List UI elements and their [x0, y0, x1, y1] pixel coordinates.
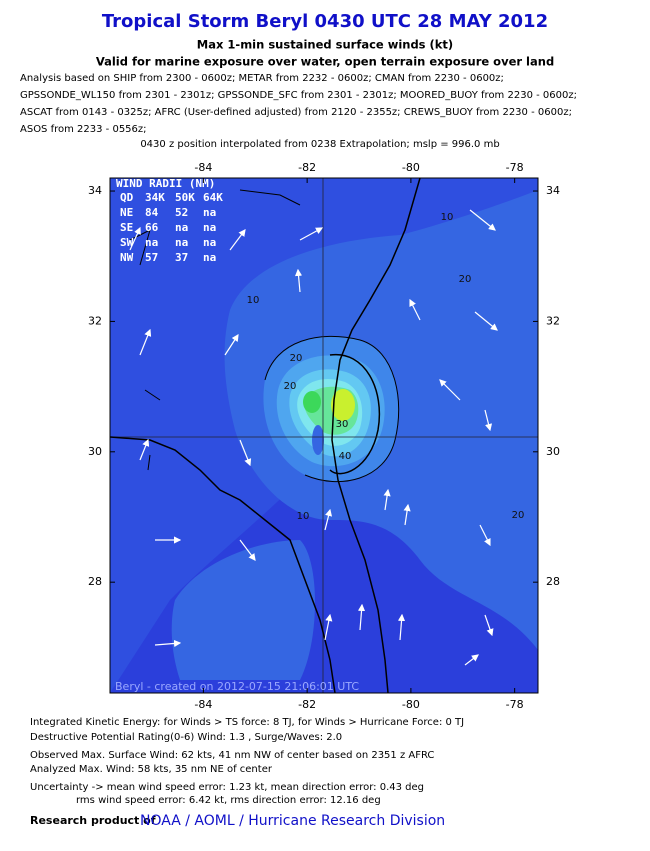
wind-radii-cell: na	[203, 236, 216, 249]
wind-radii-header: 50K	[175, 191, 195, 204]
contour-label: 20	[284, 381, 297, 392]
x-tick-label: -84	[194, 161, 212, 174]
contour-label: 20	[459, 274, 472, 285]
map-frame	[109, 177, 539, 694]
y-tick-label: 28	[546, 575, 560, 588]
wind-radii-header: QD	[120, 191, 134, 204]
wind-max	[303, 391, 321, 413]
credit: Beryl - created on 2012-07-15 21:06:01 U…	[115, 680, 359, 693]
wind-radii-cell: na	[175, 221, 188, 234]
wind-radii-cell: SE	[120, 221, 133, 234]
contour-label: 10	[441, 212, 454, 223]
analysis-text: Analysis based on SHIP from 2300 - 0600z…	[20, 73, 577, 135]
footer-line: Integrated Kinetic Energy: for Winds > T…	[30, 717, 464, 728]
title: Tropical Storm Beryl 0430 UTC 28 MAY 201…	[102, 11, 548, 32]
wind-radii-cell: na	[145, 236, 158, 249]
footer: Integrated Kinetic Energy: for Winds > T…	[30, 717, 464, 806]
wind-field	[171, 540, 315, 680]
y-tick-label: 34	[88, 184, 102, 197]
footer-line: Observed Max. Surface Wind: 62 kts, 41 n…	[30, 750, 434, 761]
y-tick-label: 32	[546, 314, 560, 327]
wind-radii-title: WIND RADII (NM)	[116, 177, 215, 190]
analysis-line: ASCAT from 0143 - 0325z; AFRC (User-defi…	[20, 107, 572, 118]
wind-radii-header: 64K	[203, 191, 223, 204]
x-tick-label: -84	[194, 698, 212, 711]
contour-label: 20	[512, 510, 525, 521]
coastline	[331, 178, 421, 693]
wind-radii-cell: NE	[120, 206, 133, 219]
x-tick-label: -82	[298, 698, 316, 711]
footer-line: Analyzed Max. Wind: 58 kts, 35 nm NE of …	[30, 764, 273, 775]
map: WIND RADII (NM)QD 34K 50K 64K NE 84 52 na SE 66 na…	[110, 177, 538, 693]
coastline	[129, 189, 301, 471]
contour-labels: 10 20 10 20 20 30 40 20 10	[247, 212, 525, 522]
contour-label: 20	[290, 353, 303, 364]
y-tick-label: 28	[88, 575, 102, 588]
research-label: Research product of	[30, 814, 156, 827]
contour-label: 30	[336, 419, 349, 430]
validity-note: Valid for marine exposure over water, op…	[96, 55, 554, 69]
wind-min	[312, 425, 324, 455]
wind-radii-cell: na	[175, 236, 188, 249]
x-tick-label: -80	[402, 698, 420, 711]
wind-radii-cell: NW	[120, 251, 134, 264]
research-link[interactable]: NOAA / AOML / Hurricane Research Divisio…	[140, 813, 445, 829]
wind-radii-cell: 37	[175, 251, 188, 264]
wind-max	[331, 389, 355, 421]
contour	[329, 353, 380, 475]
wind-radii-cell: na	[203, 251, 216, 264]
footer-line: rms wind speed error: 6.42 kt, rms direc…	[76, 795, 381, 806]
wind-radii-cell: 84	[145, 206, 159, 219]
wind-arrows	[129, 209, 498, 666]
wind-radii-cell: SW	[120, 236, 134, 249]
axes: -84 -84 -82 -82 -80 -80 -78 -78 28 28 30 30 32 32 34 34	[88, 161, 560, 711]
y-tick-label: 30	[546, 445, 560, 458]
contour-label: 40	[339, 451, 352, 462]
y-tick-label: 34	[546, 184, 560, 197]
contour-label: 10	[247, 295, 260, 306]
coastline	[110, 436, 336, 693]
y-tick-label: 32	[88, 314, 102, 327]
x-tick-label: -82	[298, 161, 316, 174]
contour-label: 10	[297, 511, 310, 522]
wind-radii-cell: na	[203, 206, 216, 219]
wind-radii-header: 34K	[145, 191, 165, 204]
analysis-line: ASOS from 2233 - 0556z;	[20, 124, 147, 135]
contour	[264, 335, 400, 482]
analysis-line: GPSSONDE_WL150 from 2301 - 2301z; GPSSON…	[20, 90, 577, 101]
x-tick-label: -78	[506, 698, 524, 711]
x-tick-label: -78	[506, 161, 524, 174]
x-tick-label: -80	[402, 161, 420, 174]
wind-radii-cell: 66	[145, 221, 159, 234]
footer-line: Destructive Potential Rating(0-6) Wind: …	[30, 732, 342, 743]
y-tick-label: 30	[88, 445, 102, 458]
analysis-line: Analysis based on SHIP from 2300 - 0600z…	[20, 73, 504, 84]
footer-line: Uncertainty -> mean wind speed error: 1.…	[30, 782, 424, 793]
subtitle: Max 1-min sustained surface winds (kt)	[197, 38, 453, 52]
wind-radii-cell: 57	[145, 251, 158, 264]
wind-radii-cell: 52	[175, 206, 188, 219]
position-note: 0430 z position interpolated from 0238 E…	[140, 139, 499, 150]
wind-radii-box: WIND RADII (NM)QD 34K 50K 64K NE 84 52 na SE 66 na…	[116, 177, 223, 264]
wind-radii-cell: na	[203, 221, 216, 234]
